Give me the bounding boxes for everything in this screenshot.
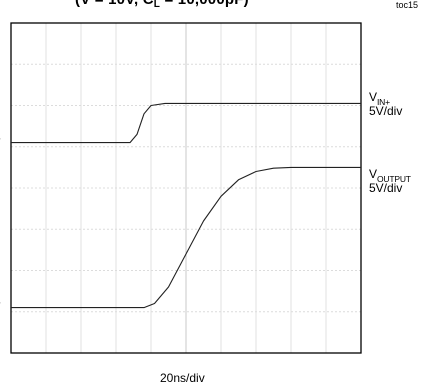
grid [11,23,361,353]
vout-label-sub: OUTPUT [377,174,411,184]
vout-label: VOUTPUT 5V/div [369,168,411,195]
vin-label-main: V [369,90,377,104]
vin-label: VIN+ 5V/div [369,91,402,118]
vin-label-sub: IN+ [377,97,390,107]
vout-label-main: V [369,167,377,181]
